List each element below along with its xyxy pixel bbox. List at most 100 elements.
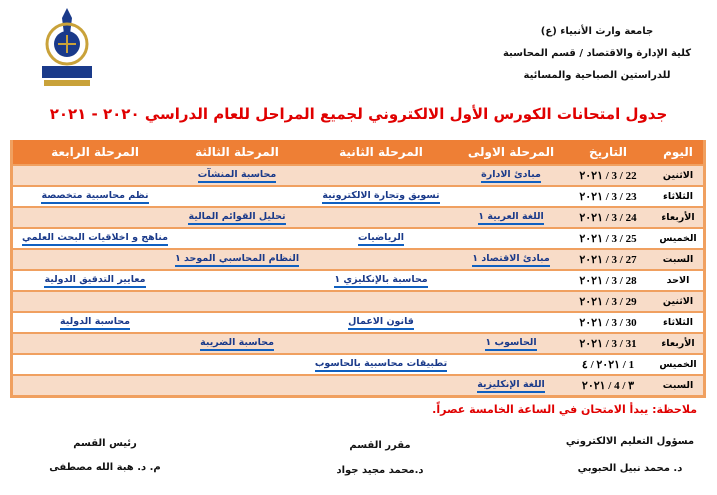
signature-name-head: م. د. هبة الله مصطفى <box>49 462 161 473</box>
stage2-cell <box>303 208 459 227</box>
course-link[interactable]: مبادئ الاقتصاد ١ <box>472 253 550 267</box>
stage3-cell <box>171 187 303 206</box>
stage1-cell: اللغة العربية ١ <box>459 208 563 227</box>
date-cell: ٢٠٢١ / 3 / 24 <box>579 212 637 224</box>
course-link[interactable]: مناهج و اخلاقيات البحث العلمي <box>21 232 169 246</box>
course-link[interactable]: تحليل القوائم المالية <box>188 211 286 225</box>
stage3-cell: النظام المحاسبي الموحد ١ <box>171 250 303 269</box>
date-cell: ٢٠٢١ / 3 / 23 <box>579 191 637 203</box>
stage3-cell <box>171 271 303 290</box>
column-header-stage4: المرحلة الرابعة <box>51 145 139 159</box>
stage1-cell <box>459 271 563 290</box>
exam-schedule-table: اليوم التاريخ المرحلة الاولى المرحلة الث… <box>10 140 706 398</box>
stage1-cell: الحاسوب ١ <box>459 334 563 353</box>
day-cell: الثلاثاء <box>663 317 693 328</box>
date-cell: ٢٠٢١ / 3 / 25 <box>579 233 637 245</box>
table-row: الخميس ٢٠٢١ / ٤ / 1 تطبيقات محاسبية بالحاس… <box>13 353 703 374</box>
course-link[interactable]: محاسبة الضريبة <box>200 337 274 351</box>
date-cell: ٢٠٢١ / 3 / 30 <box>579 317 637 329</box>
stage1-cell: مبادئ الادارة <box>459 166 563 185</box>
day-cell: الأربعاء <box>661 212 695 223</box>
stage2-cell: تطبيقات محاسبية بالحاسوب <box>303 355 459 374</box>
stage3-cell: محاسبة الضريبة <box>171 334 303 353</box>
stage4-cell <box>19 250 171 269</box>
table-row: الأربعاء ٢٠٢١ / 3 / 24 اللغة العربية ١ تحلي… <box>13 206 703 227</box>
studies-label: للدراستين الصباحية والمسائية <box>523 70 671 81</box>
stage2-cell: محاسبة بالإنكليزي ١ <box>303 271 459 290</box>
day-cell: السبت <box>662 254 694 265</box>
date-cell: ٢٠٢١ / 3 / 29 <box>579 296 637 308</box>
stage1-cell <box>459 313 563 332</box>
course-link[interactable]: قانون الاعمال <box>348 316 414 330</box>
stage2-cell: قانون الاعمال <box>303 313 459 332</box>
day-cell: الاثنين <box>662 296 694 307</box>
date-cell: ٢٠٢١ / 4 / ٣ <box>581 380 635 392</box>
course-link[interactable]: معايير التدقيق الدولية <box>44 274 146 288</box>
table-row: السبت ٢٠٢١ / 4 / ٣ اللغة الإنكليزية <box>13 374 703 395</box>
stage3-cell: محاسبة المنشآت <box>171 166 303 185</box>
signature-name-rapporteur: د.محمد مجيد جواد <box>336 465 424 476</box>
stage1-cell <box>459 292 563 311</box>
date-cell: ٢٠٢١ / 3 / 31 <box>579 338 637 350</box>
date-cell: ٢٠٢١ / 3 / 22 <box>579 170 637 182</box>
course-link[interactable]: الرياضيات <box>357 232 405 246</box>
stage4-cell <box>19 292 171 311</box>
stage4-cell: محاسبة الدولية <box>19 313 171 332</box>
table-row: الأربعاء ٢٠٢١ / 3 / 31 الحاسوب ١ محاسبة الض… <box>13 332 703 353</box>
course-link[interactable]: محاسبة بالإنكليزي ١ <box>334 274 428 288</box>
page-title: جدول امتحانات الكورس الأول الالكتروني لج… <box>49 105 668 123</box>
course-link[interactable]: تسويق وتجارة الالكترونية <box>322 190 440 204</box>
stage3-cell <box>171 355 303 374</box>
signature-name-elearning: د. محمد نبيل الحبوبي <box>577 463 683 474</box>
stage3-cell <box>171 376 303 395</box>
date-cell: ٢٠٢١ / 3 / 27 <box>579 254 637 266</box>
course-link[interactable]: مبادئ الادارة <box>481 169 541 183</box>
course-link[interactable]: النظام المحاسبي الموحد ١ <box>174 253 300 267</box>
day-cell: الأربعاء <box>661 338 695 349</box>
exam-note: ملاحظة: يبدأ الامتحان في الساعة الخامسة … <box>432 403 697 416</box>
day-cell: الخميس <box>659 233 697 244</box>
stage1-cell <box>459 229 563 248</box>
column-header-stage1: المرحلة الاولى <box>467 145 555 159</box>
day-cell: الخميس <box>659 359 697 370</box>
stage4-cell <box>19 166 171 185</box>
university-name: جامعة وارث الأنبياء (ع) <box>540 26 654 37</box>
course-link[interactable]: الحاسوب ١ <box>485 337 537 351</box>
course-link[interactable]: اللغة الإنكليزية <box>477 379 545 393</box>
stage1-cell <box>459 355 563 374</box>
stage3-cell <box>171 313 303 332</box>
day-cell: الاثنين <box>662 170 694 181</box>
stage3-cell: تحليل القوائم المالية <box>171 208 303 227</box>
signature-role-head: رئيس القسم <box>73 438 137 449</box>
stage1-cell: اللغة الإنكليزية <box>459 376 563 395</box>
stage2-cell: تسويق وتجارة الالكترونية <box>303 187 459 206</box>
stage4-cell: نظم محاسبية متخصصة <box>19 187 171 206</box>
table-row: الثلاثاء ٢٠٢١ / 3 / 30 قانون الاعمال محاسبة… <box>13 311 703 332</box>
stage2-cell <box>303 292 459 311</box>
course-link[interactable]: محاسبة الدولية <box>60 316 131 330</box>
stage2-cell: الرياضيات <box>303 229 459 248</box>
signature-role-rapporteur: مقرر القسم <box>349 440 411 451</box>
stage1-cell: مبادئ الاقتصاد ١ <box>459 250 563 269</box>
course-link[interactable]: محاسبة المنشآت <box>197 169 277 183</box>
course-link[interactable]: اللغة العربية ١ <box>478 211 544 225</box>
table-row: الثلاثاء ٢٠٢١ / 3 / 23 تسويق وتجارة الالكت… <box>13 185 703 206</box>
stage2-cell <box>303 166 459 185</box>
table-row: الاثنين ٢٠٢١ / 3 / 22 مبادئ الادارة محاسبة … <box>13 164 703 185</box>
day-cell: السبت <box>662 380 694 391</box>
table-row: السبت ٢٠٢١ / 3 / 27 مبادئ الاقتصاد ١ النظام… <box>13 248 703 269</box>
stage4-cell <box>19 208 171 227</box>
stage2-cell <box>303 334 459 353</box>
course-link[interactable]: نظم محاسبية متخصصة <box>41 190 149 204</box>
stage2-cell <box>303 250 459 269</box>
column-header-stage3: المرحلة الثالثة <box>195 145 279 159</box>
stage4-cell <box>19 355 171 374</box>
column-header-date: التاريخ <box>588 145 628 159</box>
table-header: اليوم التاريخ المرحلة الاولى المرحلة الث… <box>13 140 703 164</box>
column-header-day: اليوم <box>663 145 693 159</box>
stage4-cell <box>19 334 171 353</box>
course-link[interactable]: تطبيقات محاسبية بالحاسوب <box>314 358 448 372</box>
signature-role-elearning: مسؤول التعليم الالكتروني <box>565 436 695 447</box>
table-row: الاحد ٢٠٢١ / 3 / 28 محاسبة بالإنكليزي ١ معا… <box>13 269 703 290</box>
